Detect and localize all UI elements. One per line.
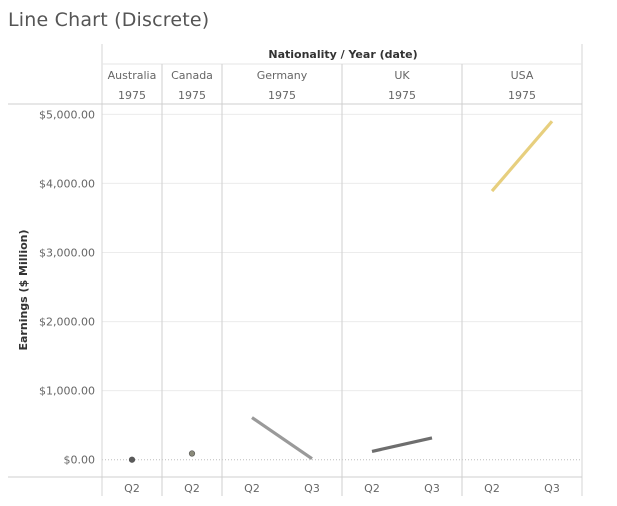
panel-nationality-label: Canada: [171, 69, 213, 82]
panel-year-label: 1975: [178, 89, 206, 102]
column-header-title: Nationality / Year (date): [268, 48, 417, 61]
panel-year-label: 1975: [118, 89, 146, 102]
y-tick-label: $0.00: [64, 454, 96, 467]
y-tick-label: $3,000.00: [39, 247, 95, 260]
quarter-tick-label: Q2: [484, 482, 500, 495]
panel-nationality-label: UK: [394, 69, 410, 82]
quarter-tick-label: Q3: [304, 482, 320, 495]
quarter-tick-label: Q2: [184, 482, 200, 495]
panel-nationality-label: Australia: [108, 69, 157, 82]
panel-year-label: 1975: [508, 89, 536, 102]
data-point: [188, 450, 196, 457]
series-line: [371, 436, 433, 454]
y-tick-label: $5,000.00: [39, 108, 95, 121]
quarter-tick-label: Q2: [364, 482, 380, 495]
y-tick-label: $1,000.00: [39, 385, 95, 398]
data-point: [128, 456, 136, 463]
chart-title: Line Chart (Discrete): [8, 9, 210, 31]
panel-nationality-label: USA: [511, 69, 534, 82]
panel-year-label: 1975: [388, 89, 416, 102]
quarter-tick-label: Q3: [424, 482, 440, 495]
quarter-tick-label: Q2: [124, 482, 140, 495]
series-line: [490, 120, 554, 193]
series-line: [251, 416, 313, 461]
y-tick-label: $4,000.00: [39, 177, 95, 190]
y-tick-label: $2,000.00: [39, 316, 95, 329]
panel-year-label: 1975: [268, 89, 296, 102]
quarter-tick-label: Q2: [244, 482, 260, 495]
panel-nationality-label: Germany: [257, 69, 308, 82]
y-axis-title: Earnings ($ Million): [17, 230, 30, 351]
quarter-tick-label: Q3: [544, 482, 560, 495]
